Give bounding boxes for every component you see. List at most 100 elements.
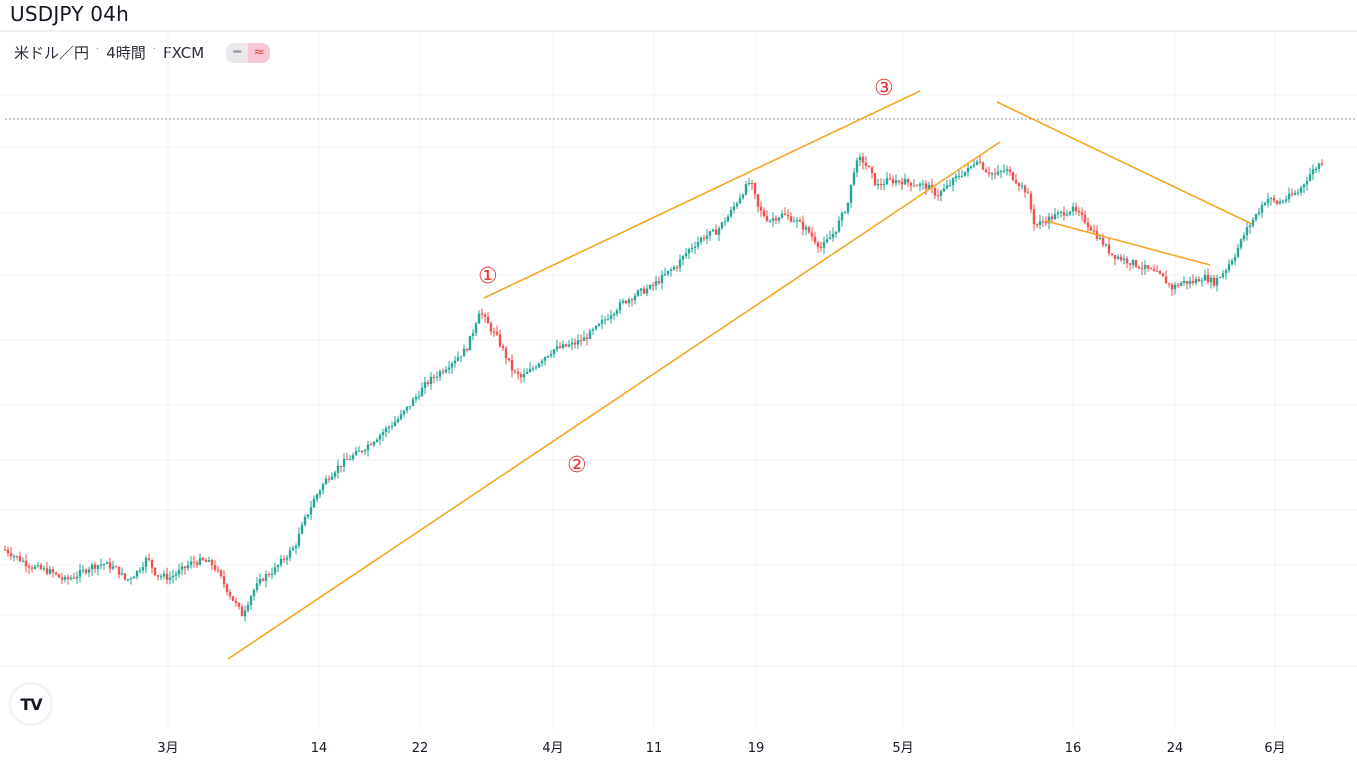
candle-up — [543, 357, 547, 361]
candle-down — [51, 569, 55, 573]
candle-down — [786, 214, 790, 217]
candle-up — [1236, 247, 1240, 257]
candle-down — [360, 450, 364, 452]
candle-up — [243, 610, 247, 617]
candle-up — [1056, 212, 1060, 215]
candle-up — [420, 387, 424, 397]
candle-up — [1218, 277, 1222, 279]
candle-down — [675, 267, 679, 269]
candle-up — [522, 373, 526, 378]
candle-up — [777, 217, 781, 221]
candle-up — [1254, 214, 1258, 220]
candle-up — [525, 372, 529, 374]
candle-up — [771, 218, 775, 221]
trendline-wedge-upper — [996, 101, 1253, 225]
x-tick-label: 4月 — [542, 741, 563, 756]
candle-down — [483, 314, 487, 317]
trendlines — [227, 90, 1253, 660]
candle-down — [1125, 258, 1129, 264]
candle-up — [168, 577, 172, 580]
candle-down — [1083, 214, 1087, 223]
candle-down — [150, 559, 154, 568]
candle-up — [159, 576, 163, 578]
candle-down — [783, 213, 787, 215]
candle-down — [1017, 183, 1021, 187]
candle-up — [852, 172, 856, 185]
candle-up — [69, 578, 73, 580]
candle-up — [618, 302, 622, 311]
candle-up — [273, 567, 277, 574]
interval-label: 4時間 — [106, 44, 146, 62]
candle-down — [222, 576, 226, 585]
candle-up — [12, 555, 16, 557]
candle-up — [846, 202, 850, 213]
candle-up — [129, 578, 133, 580]
candle-up — [594, 325, 598, 330]
x-tick-label: 3月 — [157, 741, 178, 756]
candle-down — [66, 577, 70, 579]
candle-up — [942, 188, 946, 192]
candle-up — [555, 346, 559, 350]
candle-down — [210, 560, 214, 566]
candle-down — [204, 559, 208, 562]
candle-up — [570, 342, 574, 345]
candle-down — [1206, 274, 1210, 283]
symbol-info: 米ドル／円 · 4時間 · FXCM ━ ≈ — [14, 42, 271, 63]
candle-down — [1044, 221, 1048, 224]
indicator-toggle[interactable]: ━ ≈ — [226, 42, 271, 63]
candle-up — [141, 567, 145, 571]
candle-up — [549, 353, 553, 356]
candle-up — [855, 160, 859, 173]
candle-up — [1122, 258, 1126, 260]
tradingview-logo[interactable]: TV — [11, 684, 51, 724]
candle-down — [510, 359, 514, 371]
candle-up — [1188, 280, 1192, 284]
candle-up — [180, 566, 184, 570]
candle-down — [501, 345, 505, 349]
candle-down — [870, 167, 874, 174]
candle-up — [303, 516, 307, 525]
candle-up — [1020, 185, 1024, 187]
candle-down — [45, 568, 49, 574]
line-mode-icon[interactable]: ━ — [226, 42, 249, 63]
candle-down — [867, 165, 871, 168]
candle-up — [258, 578, 262, 584]
candle-up — [843, 212, 847, 214]
candle-down — [432, 376, 436, 378]
candle-up — [171, 575, 175, 578]
candle-down — [426, 382, 430, 384]
candle-down — [906, 179, 910, 183]
candle-up — [690, 247, 694, 250]
candle-up — [768, 220, 772, 222]
candle-down — [1170, 284, 1174, 290]
candle-up — [291, 547, 295, 551]
candle-up — [78, 570, 82, 577]
candle-up — [1215, 277, 1219, 286]
candle-down — [231, 596, 235, 601]
candle-down — [441, 371, 445, 373]
candle-up — [438, 371, 442, 377]
candle-up — [459, 356, 463, 358]
candle-up — [348, 459, 352, 461]
candle-down — [153, 567, 157, 576]
candle-up — [885, 178, 889, 185]
candle-up — [75, 576, 79, 579]
candle-down — [39, 565, 43, 569]
candle-down — [900, 181, 904, 185]
candle-down — [495, 331, 499, 335]
candle-up — [477, 313, 481, 324]
candle-up — [1071, 206, 1075, 212]
candle-up — [384, 428, 388, 433]
candle-up — [138, 570, 142, 572]
candle-up — [198, 557, 202, 565]
candle-down — [807, 227, 811, 233]
candle-up — [939, 191, 943, 197]
approx-mode-icon[interactable]: ≈ — [248, 42, 271, 63]
candle-up — [1281, 201, 1285, 203]
candle-up — [957, 175, 961, 177]
candle-down — [774, 218, 778, 221]
candle-down — [1080, 212, 1084, 215]
candle-up — [330, 476, 334, 480]
candle-down — [1041, 221, 1045, 223]
